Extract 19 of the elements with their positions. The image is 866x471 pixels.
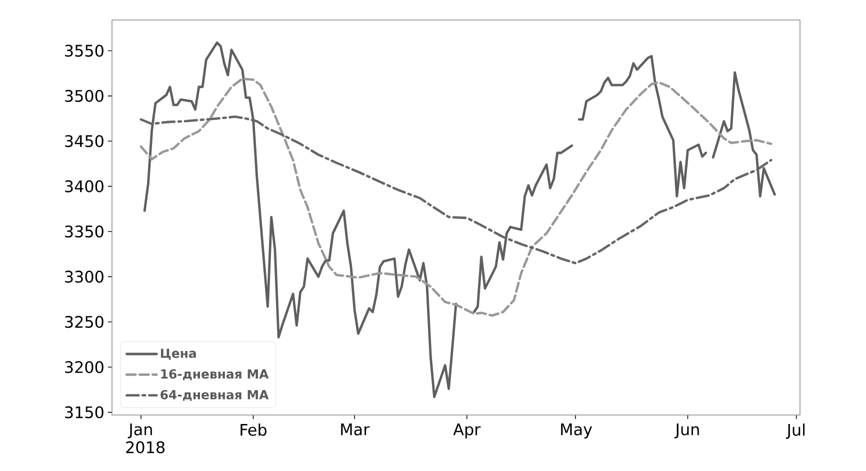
y-tick-label: 3400 — [65, 180, 104, 192]
y-tick-label: 3350 — [65, 225, 104, 238]
x-tick-label: Jun — [674, 424, 699, 438]
y-tick-label: 3150 — [65, 406, 104, 418]
y-tick-label: 3200 — [65, 361, 104, 374]
x-tick-label: Jul — [786, 424, 805, 439]
y-tick-label: 3500 — [65, 90, 104, 102]
y-tick-label: 3300 — [65, 270, 104, 283]
y-tick-label: 3550 — [65, 44, 104, 57]
x-tick-label: Jan 2018 — [126, 424, 164, 454]
y-tick-label: 3250 — [65, 316, 104, 328]
legend-label: 16-дневная MA — [161, 369, 269, 380]
x-tick-label: May — [561, 424, 592, 438]
x-tick-label: Apr — [453, 424, 481, 438]
x-tick-label: Feb — [240, 424, 266, 436]
legend-label: Цена — [160, 348, 196, 360]
legend-label: 64-дневная MA — [160, 390, 269, 401]
x-tick-label: Mar — [341, 424, 370, 436]
y-tick-label: 3450 — [65, 135, 104, 148]
